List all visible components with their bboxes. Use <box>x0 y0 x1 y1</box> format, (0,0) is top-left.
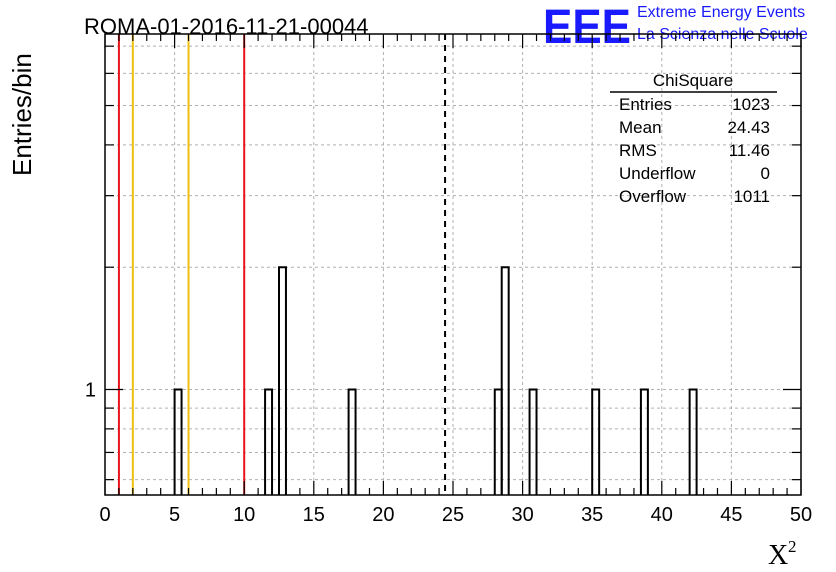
grid-lines <box>105 34 801 495</box>
histogram-bin <box>528 388 538 495</box>
histogram-bin <box>639 388 649 495</box>
x-axis-label: X 2 <box>768 537 797 571</box>
stats-label: RMS <box>619 141 657 160</box>
histogram-bin <box>264 388 274 495</box>
y-axis-label: Entries/bin <box>7 53 37 176</box>
svg-text:X: X <box>768 540 788 571</box>
marker-lines <box>117 34 447 495</box>
x-tick-label: 5 <box>169 504 180 526</box>
histogram-bin <box>500 266 510 495</box>
stats-value: 1011 <box>733 187 770 206</box>
histogram-bin <box>688 388 698 495</box>
histogram-bin <box>173 388 183 495</box>
x-tick-label: 20 <box>372 504 394 526</box>
svg-text:2: 2 <box>788 537 797 556</box>
x-tick-label: 10 <box>233 504 255 526</box>
x-tick-label: 25 <box>442 504 464 526</box>
x-tick-label: 40 <box>651 504 673 526</box>
histogram-bin <box>591 388 601 495</box>
histogram-bars <box>173 266 698 495</box>
x-tick-label: 50 <box>790 504 812 526</box>
y-tick-label: 1 <box>85 380 96 402</box>
stats-label: Entries <box>619 95 672 114</box>
stats-box: ChiSquare Entries 1023 Mean 24.43 RMS 11.46 Un… <box>610 71 777 206</box>
stats-value: 24.43 <box>727 118 770 137</box>
y-axis-ticks: 1 <box>85 45 801 481</box>
x-tick-label: 45 <box>720 504 742 526</box>
histogram-bin <box>278 266 287 495</box>
x-tick-label: 30 <box>511 504 533 526</box>
stats-label: Overflow <box>619 187 687 206</box>
stats-value: 11.46 <box>729 141 770 160</box>
stats-label: Underflow <box>619 164 696 183</box>
eee-logo: EEE Extreme Energy Events La Scienza nel… <box>543 1 808 54</box>
stats-value: 1023 <box>732 95 770 114</box>
stats-label: Mean <box>619 118 662 137</box>
x-tick-label: 35 <box>581 504 603 526</box>
x-tick-label: 15 <box>303 504 325 526</box>
logo-mark: EEE <box>543 1 631 54</box>
stats-value: 0 <box>761 164 770 183</box>
logo-line-1: Extreme Energy Events <box>637 4 805 21</box>
x-tick-label: 0 <box>99 504 110 526</box>
x-axis-ticks: 0 5 10 15 20 25 30 35 40 45 50 <box>99 34 812 526</box>
histogram-bin <box>347 388 357 495</box>
stats-title: ChiSquare <box>653 71 733 90</box>
chart-title: ROMA-01-2016-11-21-00044 <box>84 14 369 39</box>
